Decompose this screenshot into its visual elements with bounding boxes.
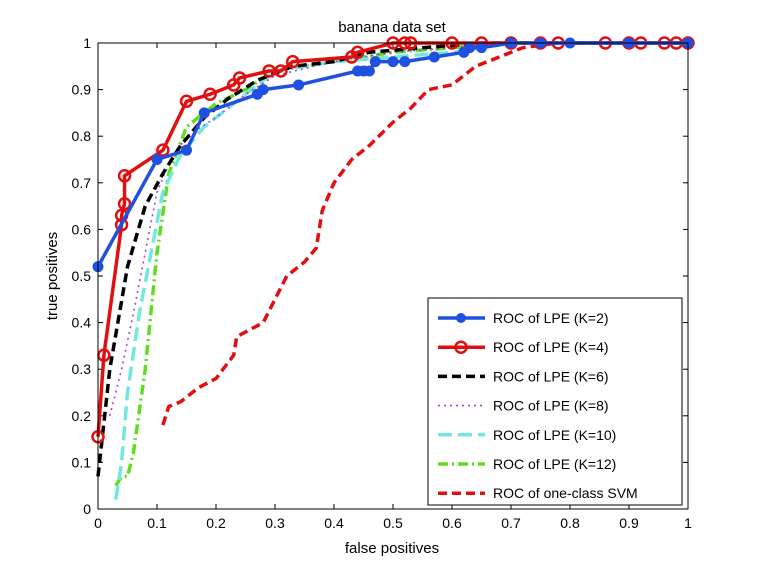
- legend-box: [427, 297, 683, 506]
- series-point-1: [428, 51, 440, 63]
- x-tick-label: 0.7: [501, 515, 521, 531]
- series-point-1: [464, 42, 476, 54]
- x-tick-label: 0.5: [383, 515, 403, 531]
- series-point-2: [350, 45, 365, 60]
- series-line-7: [161, 41, 688, 426]
- series-point-2: [117, 169, 132, 183]
- x-tick-label: 0.1: [147, 515, 167, 531]
- x-tick-label: 0.2: [206, 515, 226, 531]
- series-point-1: [293, 79, 305, 91]
- series-point-2: [156, 143, 170, 157]
- series-point-1: [198, 107, 210, 119]
- legend-marker-2: [454, 340, 468, 354]
- series-point-2: [285, 54, 300, 69]
- y-tick-label: 0.6: [72, 221, 92, 237]
- y-tick-label: 0.1: [72, 454, 92, 470]
- x-tick-label: 0.9: [619, 515, 639, 531]
- x-tick-label: 1: [684, 515, 692, 531]
- legend-label-5: ROC of LPE (K=10): [493, 427, 616, 443]
- y-tick-label: 0: [83, 501, 91, 517]
- x-axis-label: false positives: [345, 540, 439, 557]
- x-tick-label: 0.8: [560, 515, 580, 531]
- x-tick-label: 0: [94, 515, 102, 531]
- y-tick-label: 0.9: [72, 82, 92, 98]
- legend-label-1: ROC of LPE (K=2): [493, 310, 609, 326]
- axes-frame: [97, 42, 689, 510]
- y-axis-label: true positives: [44, 232, 61, 320]
- y-tick-label: 0.4: [72, 315, 92, 331]
- y-tick-label: 1: [83, 35, 91, 51]
- x-tick-label: 0.4: [324, 515, 344, 531]
- x-tick-label: 0.6: [442, 515, 462, 531]
- legend-label-3: ROC of LPE (K=6): [493, 368, 609, 384]
- y-tick-label: 0.8: [72, 128, 92, 144]
- legend-label-2: ROC of LPE (K=4): [493, 339, 609, 355]
- series-point-1: [363, 65, 375, 77]
- series-point-1: [151, 154, 163, 165]
- y-tick-label: 0.7: [72, 175, 92, 191]
- legend: ROC of LPE (K=2) ROC of LPE (K=4) ROC of L…: [427, 297, 683, 506]
- chart-title: banana data set: [338, 19, 446, 36]
- series-point-1: [369, 56, 381, 68]
- y-tick-label: 0.3: [72, 361, 92, 377]
- series-point-2: [179, 94, 194, 108]
- y-tick-label: 0.5: [72, 268, 92, 284]
- series-point-1: [181, 144, 192, 156]
- series-point-2: [114, 217, 129, 232]
- legend-label-4: ROC of LPE (K=8): [493, 398, 609, 414]
- series-point-2: [117, 197, 132, 211]
- series-point-1: [399, 56, 411, 68]
- x-tick-label: 0.3: [265, 515, 285, 531]
- plot-area: 0 0.1 0.2 0.3 0.4 0.5 0.6 0.7 0.8 0.9 1 0 0.1 0.2 0.3 0…: [72, 35, 695, 531]
- series-point-1: [257, 84, 269, 96]
- legend-label-7: ROC of one-class SVM: [493, 485, 638, 501]
- series-point-1: [476, 42, 487, 54]
- series-point-1: [387, 56, 399, 68]
- series-point-2: [203, 87, 217, 102]
- y-tick-label: 0.2: [72, 408, 92, 424]
- series-line-3: [96, 41, 688, 477]
- series-point-2: [232, 71, 247, 85]
- legend-marker-1: [456, 313, 466, 323]
- legend-label-6: ROC of LPE (K=12): [493, 456, 616, 472]
- series-point-2: [274, 64, 288, 78]
